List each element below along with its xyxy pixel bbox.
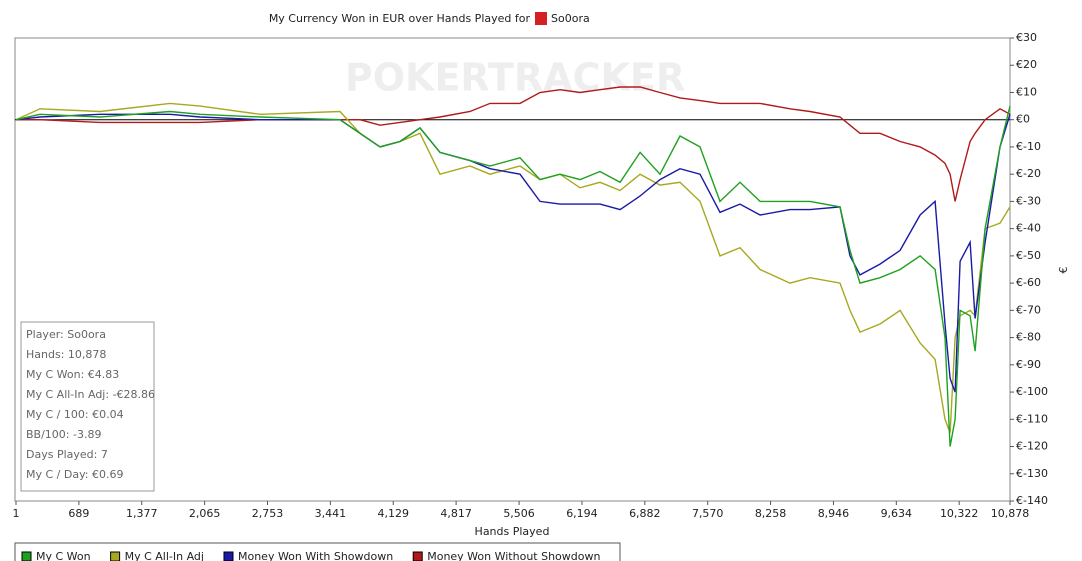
legend-label: My C Won (36, 550, 91, 561)
player-icon (535, 12, 547, 25)
y-tick-label: €-140 (1016, 494, 1048, 507)
legend (14, 542, 621, 561)
x-tick-label: 10,878 (991, 507, 1030, 520)
y-tick-label: €-80 (1016, 331, 1041, 344)
y-tick-label: €-100 (1016, 385, 1048, 398)
y-tick-label: €-90 (1016, 358, 1041, 371)
x-tick-label: 689 (68, 507, 89, 520)
x-tick-label: 3,441 (315, 507, 347, 520)
x-tick-label: 8,946 (818, 507, 850, 520)
y-tick-label: €-120 (1016, 440, 1048, 453)
y-tick-label: €-130 (1016, 467, 1048, 480)
chart-title: My Currency Won in EUR over Hands Played… (269, 12, 531, 25)
x-tick-label: 8,258 (755, 507, 787, 520)
x-tick-label: 7,570 (692, 507, 724, 520)
x-tick-label: 4,817 (440, 507, 472, 520)
y-tick-label: €-50 (1016, 249, 1041, 262)
y-tick-label: €-10 (1016, 140, 1041, 153)
legend-swatch (110, 551, 121, 561)
x-tick-label: 2,065 (189, 507, 221, 520)
plot-area (14, 37, 1011, 502)
stat-line: Hands: 10,878 (26, 348, 106, 361)
legend-label: Money Won Without Showdown (427, 550, 600, 561)
stat-line: My C / Day: €0.69 (26, 468, 124, 481)
y-tick-label: €30 (1016, 31, 1037, 44)
stat-line: Days Played: 7 (26, 448, 108, 461)
x-axis-label: Hands Played (475, 525, 550, 538)
stats-box (20, 321, 155, 492)
legend-swatch (412, 551, 423, 561)
x-tick-label: 2,753 (252, 507, 284, 520)
legend-swatch (21, 551, 32, 561)
y-tick-label: €-60 (1016, 276, 1041, 289)
y-tick-label: €-70 (1016, 303, 1041, 316)
stat-line: BB/100: -3.89 (26, 428, 101, 441)
stat-line: My C Won: €4.83 (26, 368, 119, 381)
stat-line: Player: So0ora (26, 328, 106, 341)
legend-label: My C All-In Adj (125, 550, 204, 561)
y-tick-label: €-40 (1016, 222, 1041, 235)
y-tick-label: €-110 (1016, 412, 1048, 425)
y-tick-label: €-30 (1016, 194, 1041, 207)
legend-label: Money Won With Showdown (238, 550, 393, 561)
y-tick-label: €-20 (1016, 167, 1041, 180)
watermark: POKERTRACKER (345, 56, 685, 100)
series-line (16, 86, 1011, 202)
x-tick-label: 4,129 (377, 507, 409, 520)
x-tick-label: 5,506 (503, 507, 535, 520)
x-tick-label: 1 (13, 507, 20, 520)
y-tick-label: €0 (1016, 113, 1030, 126)
x-tick-label: 1,377 (126, 507, 158, 520)
x-tick-label: 6,194 (566, 507, 598, 520)
y-tick-label: €10 (1016, 85, 1037, 98)
legend-swatch (223, 551, 234, 561)
stat-line: My C All-In Adj: -€28.86 (26, 388, 155, 401)
stat-line: My C / 100: €0.04 (26, 408, 124, 421)
series-line (15, 105, 1011, 447)
x-tick-label: 6,882 (629, 507, 661, 520)
y-tick-label: €20 (1016, 58, 1037, 71)
player-name: So0ora (551, 12, 590, 25)
x-tick-label: 10,322 (940, 507, 979, 520)
y-axis-label: € (1057, 267, 1070, 274)
x-tick-label: 9,634 (881, 507, 913, 520)
